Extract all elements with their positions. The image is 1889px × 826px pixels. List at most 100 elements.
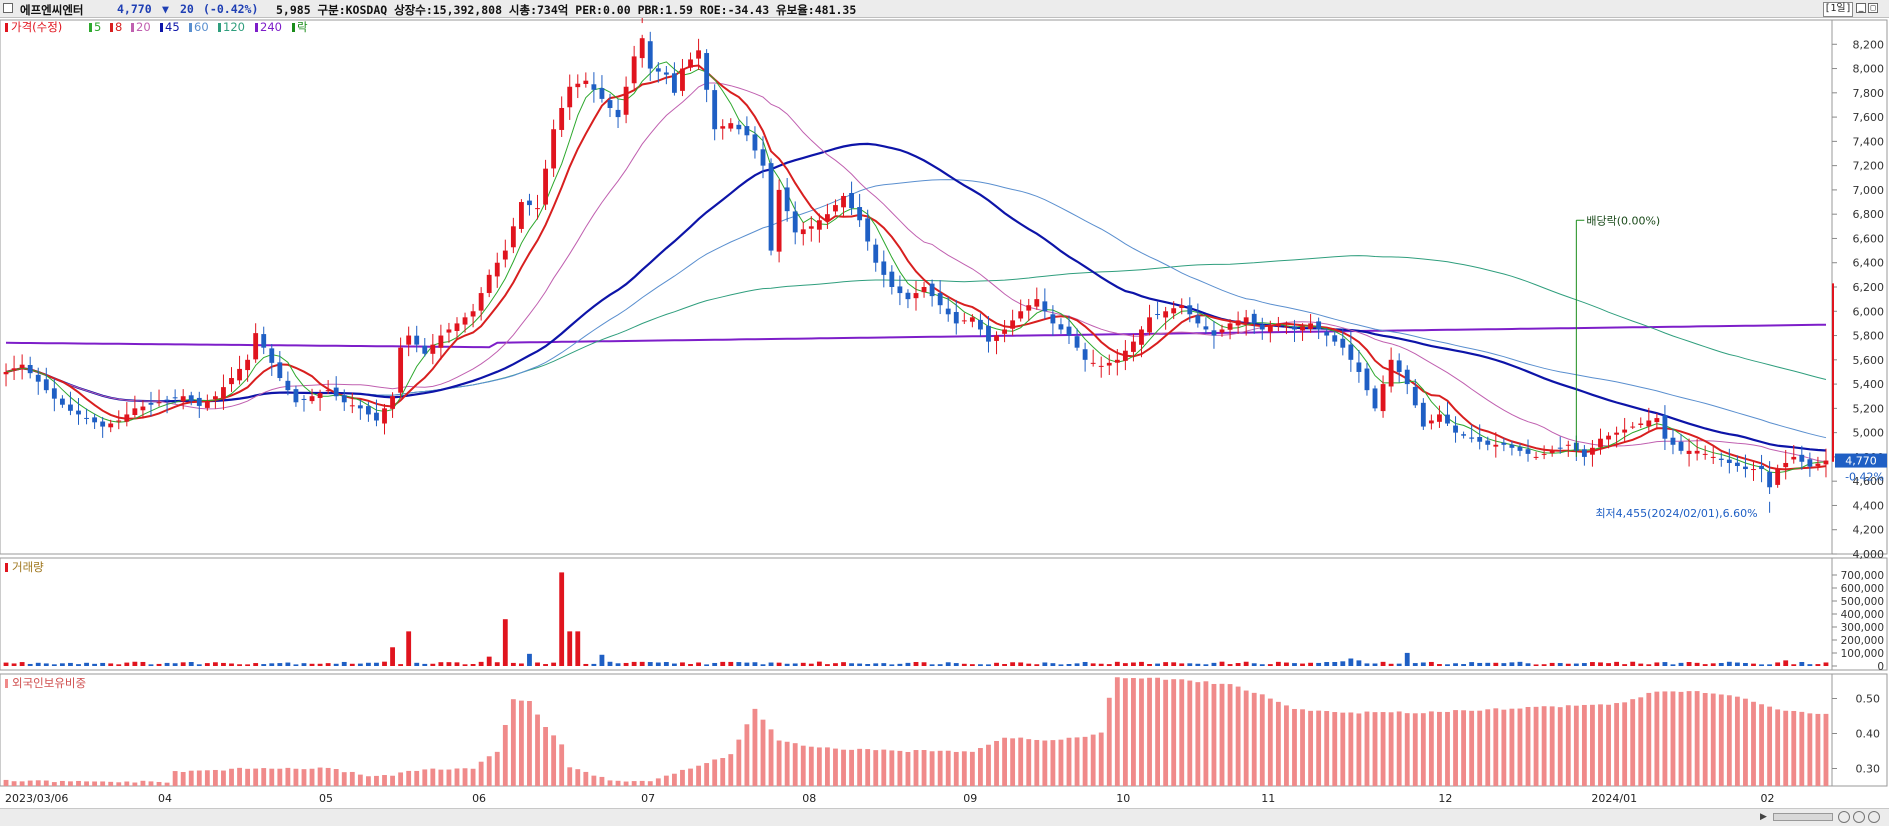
volume-bar xyxy=(1662,662,1668,666)
foreign-bar xyxy=(116,782,122,786)
foreign-bar xyxy=(237,767,242,786)
foreign-bar xyxy=(776,740,782,786)
foreign-bar xyxy=(100,781,106,786)
foreign-bar xyxy=(1517,708,1523,786)
legend-ma-swatch xyxy=(255,23,258,32)
ma45-line xyxy=(5,142,1827,452)
foreign-bar xyxy=(35,780,41,786)
period-button[interactable]: [1일] xyxy=(1823,2,1853,17)
stock-name: 에프엔씨엔터 xyxy=(20,3,84,17)
foreign-bar xyxy=(92,781,98,786)
foreign-bar xyxy=(688,768,693,786)
candle-body xyxy=(1412,386,1418,406)
foreign-bar xyxy=(1300,709,1305,786)
scroll-right-icon[interactable]: ▶ xyxy=(1760,812,1767,822)
foreign-bar xyxy=(543,727,548,786)
candle-body xyxy=(333,387,339,397)
volume-bar xyxy=(760,664,766,666)
candle-body xyxy=(905,292,911,300)
candle-body xyxy=(986,325,991,342)
maximize-icon[interactable]: □ xyxy=(1868,3,1878,13)
volume-bar xyxy=(51,664,57,666)
volume-bar xyxy=(1219,661,1225,666)
volume-bar xyxy=(1251,663,1257,666)
volume-bar xyxy=(1082,661,1088,666)
candle-body xyxy=(1606,435,1611,440)
candle-body xyxy=(486,274,492,293)
volume-bar xyxy=(1654,662,1660,666)
foreign-bar xyxy=(1767,706,1773,786)
legend-ma-label: 120 xyxy=(223,20,245,34)
foreign-bar xyxy=(221,770,226,786)
candle-body xyxy=(639,38,645,59)
foreign-bar xyxy=(1018,737,1024,786)
candle-body xyxy=(849,192,854,209)
foreign-bar xyxy=(1775,709,1781,786)
candle-body xyxy=(1275,323,1281,327)
foreign-bar xyxy=(1606,704,1611,786)
foreign-bar xyxy=(1122,678,1128,786)
volume-bar xyxy=(1026,663,1032,666)
foreign-bar xyxy=(446,769,452,786)
candle-body xyxy=(1581,449,1587,457)
candle-body xyxy=(92,417,98,423)
foreign-bar xyxy=(1380,712,1386,786)
candle-body xyxy=(1380,384,1386,412)
volume-bar xyxy=(1638,663,1644,666)
candle-body xyxy=(881,261,887,275)
foreign-bar xyxy=(575,769,581,786)
candle-body xyxy=(937,293,943,306)
candle-body xyxy=(978,319,983,330)
foreign-bar xyxy=(978,748,983,786)
foreign-bar xyxy=(535,714,540,786)
foreign-bar xyxy=(365,776,371,786)
candle-body xyxy=(1734,462,1740,467)
x-tick-label: 02 xyxy=(1761,792,1775,805)
minimize-icon[interactable]: _ xyxy=(1856,3,1866,13)
foreign-bar xyxy=(398,772,404,786)
volume-bar xyxy=(1646,664,1652,666)
foreign-bar xyxy=(1227,684,1233,786)
foreign-bar xyxy=(325,767,331,786)
legend-volume-label: 거래량 xyxy=(12,560,44,574)
foreign-bar xyxy=(414,770,420,786)
candle-body xyxy=(1139,329,1144,345)
volume-bar xyxy=(1171,662,1177,666)
foreign-bar xyxy=(712,759,718,786)
foreign-bar xyxy=(172,771,178,786)
foreign-bar xyxy=(1710,693,1716,786)
price-range-marker xyxy=(1832,283,1834,462)
select-checkbox[interactable] xyxy=(3,3,13,13)
candle-body xyxy=(1525,449,1531,454)
candle-body xyxy=(325,390,331,392)
volume-bar xyxy=(696,662,701,666)
volume-bar xyxy=(1590,662,1595,666)
volume-bar xyxy=(841,662,846,666)
foreign-bar xyxy=(1541,706,1547,786)
candle-body xyxy=(1316,321,1322,330)
volume-bar xyxy=(1292,663,1297,666)
scroll-thumb[interactable] xyxy=(1773,813,1833,821)
volume-bar xyxy=(792,663,798,666)
volume-bar xyxy=(11,663,17,666)
candle-body xyxy=(1807,459,1813,467)
candle-body xyxy=(1799,454,1805,462)
zoom-reset-icon[interactable] xyxy=(1868,811,1880,823)
last-price-label: 4,770 xyxy=(1845,455,1877,468)
zoom-in-icon[interactable] xyxy=(1853,811,1865,823)
zoom-out-icon[interactable] xyxy=(1838,811,1850,823)
candle-body xyxy=(599,88,605,99)
foreign-bar xyxy=(1525,706,1531,786)
foreign-bar xyxy=(164,782,170,786)
price-tick-label: 5,000 xyxy=(1853,427,1885,440)
candle-body xyxy=(921,287,927,293)
candle-body xyxy=(1533,456,1539,458)
stock-chart[interactable]: 4,0004,2004,4004,6004,8005,0005,2005,400… xyxy=(0,18,1889,808)
volume-bar xyxy=(905,662,911,666)
foreign-bar xyxy=(1469,710,1475,786)
foreign-bar xyxy=(768,729,774,786)
x-tick-label: 2024/01 xyxy=(1591,792,1637,805)
volume-bar xyxy=(164,662,170,666)
candle-body xyxy=(567,86,573,108)
volume-bar xyxy=(551,662,557,666)
